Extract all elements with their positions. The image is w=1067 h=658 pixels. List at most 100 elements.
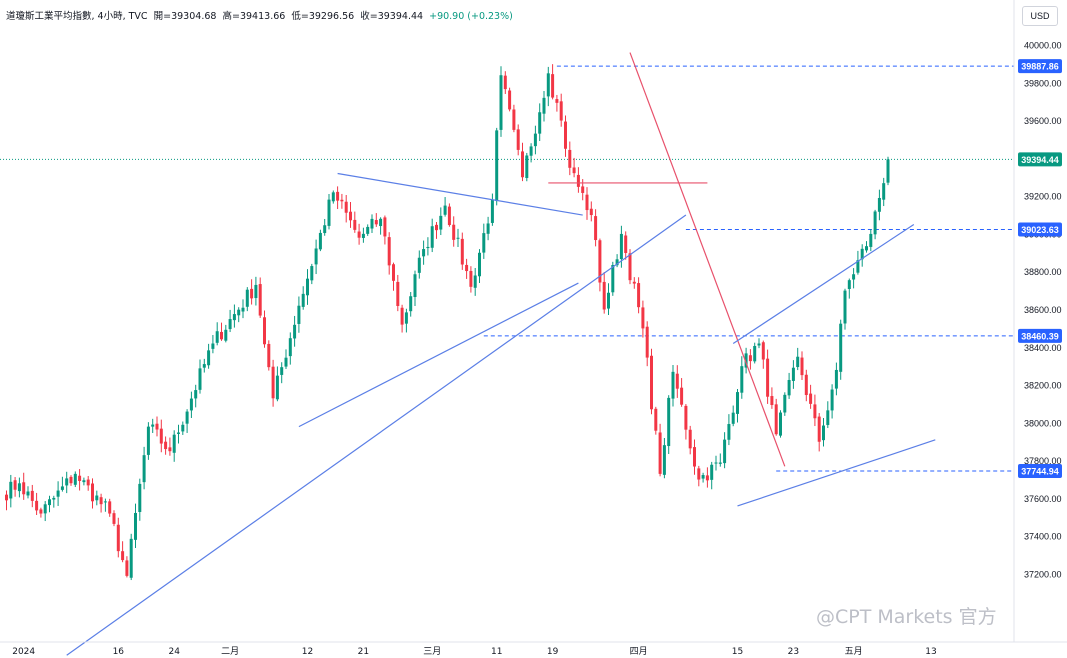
candle-body <box>146 426 150 455</box>
candle-body <box>654 408 658 431</box>
x-tick-label: 12 <box>302 647 313 657</box>
y-tick-label: 39200.00 <box>1024 192 1062 202</box>
currency-button[interactable]: USD <box>1022 6 1058 26</box>
candle-body <box>482 233 486 253</box>
candle-body <box>787 379 791 396</box>
x-tick-label: 二月 <box>221 646 239 657</box>
candle-body <box>628 253 632 281</box>
candle-body <box>757 343 761 346</box>
candle-body <box>189 398 193 411</box>
candle-body <box>882 183 886 200</box>
y-tick-label: 37800.00 <box>1024 456 1062 466</box>
y-tick-label: 38600.00 <box>1024 305 1062 315</box>
candle-body <box>224 329 228 341</box>
trendline <box>298 282 579 428</box>
x-tick-label: 11 <box>491 647 502 657</box>
candle-body <box>568 149 572 168</box>
candle-body <box>5 494 8 501</box>
candle-body <box>121 551 125 561</box>
candle-body <box>817 416 821 442</box>
price-marker-label: 39023.63 <box>1021 225 1059 235</box>
candle-body <box>465 264 469 272</box>
candle-body <box>834 369 838 389</box>
candle-body <box>30 490 34 501</box>
candle-body <box>839 323 843 372</box>
candle-body <box>60 486 64 490</box>
candle-body <box>86 479 90 486</box>
candle-body <box>589 208 593 216</box>
y-tick-label: 38400.00 <box>1024 343 1062 353</box>
candle-body <box>164 441 168 450</box>
candle-body <box>318 232 322 250</box>
candle-body <box>426 246 430 249</box>
candle-body <box>478 252 481 277</box>
x-tick-label: 三月 <box>423 646 441 657</box>
candle-body <box>26 491 30 496</box>
x-tick-label: 四月 <box>630 646 648 657</box>
candle-body <box>198 368 202 390</box>
candle-body <box>452 224 456 240</box>
candle-body <box>400 307 404 325</box>
candle-body <box>800 357 804 376</box>
price-marker-labels: 39887.86 39394.44 39023.63 38460.39 37744.94 <box>1018 59 1062 479</box>
candle-body <box>542 97 546 114</box>
price-marker-badge <box>1018 222 1062 237</box>
candle-body <box>650 355 653 410</box>
candle-body <box>383 217 387 237</box>
candle-body <box>611 265 615 293</box>
candle-body <box>112 513 116 524</box>
candle-body <box>856 260 860 273</box>
candle-body <box>271 366 275 399</box>
candle-body <box>555 99 559 103</box>
y-tick-label: 38000.00 <box>1024 418 1062 428</box>
candle-body <box>607 292 610 309</box>
candle-body <box>138 483 142 512</box>
candle-body <box>637 283 641 308</box>
candle-body <box>172 434 176 453</box>
candle-body <box>258 284 262 316</box>
candle-body <box>48 499 51 506</box>
candle-body <box>624 235 628 254</box>
close-value: 39394.44 <box>377 11 424 22</box>
candle-body <box>551 74 555 98</box>
candle-body <box>306 278 309 296</box>
y-tick-label: 38200.00 <box>1024 381 1062 391</box>
candle-body <box>250 288 254 299</box>
candle-body <box>822 425 825 441</box>
candle-body <box>521 151 524 178</box>
candle-body <box>564 121 567 149</box>
x-tick-label: 15 <box>732 647 743 657</box>
candle-body <box>714 462 718 464</box>
candle-body <box>202 364 206 368</box>
candle-body <box>658 432 662 474</box>
candle-body <box>865 246 868 251</box>
price-marker-label: 37744.94 <box>1021 467 1059 477</box>
candle-body <box>671 371 675 399</box>
candle-body <box>740 366 744 393</box>
candles <box>5 64 890 581</box>
symbol-header: 道瓊斯工業平均指數, 4小時, TVC 開=39304.68 高=39413.6… <box>6 11 513 22</box>
candle-body <box>718 462 722 464</box>
candle-body <box>693 447 696 467</box>
candle-body <box>73 473 77 485</box>
candle-body <box>361 233 365 238</box>
price-marker-badge <box>1018 59 1062 74</box>
price-marker-lines <box>0 65 1014 472</box>
candle-body <box>533 133 537 147</box>
candle-body <box>615 259 619 266</box>
watermark: @CPT Markets 官方 <box>816 606 997 628</box>
candle-body <box>594 216 598 241</box>
candle-body <box>404 312 408 324</box>
candle-body <box>723 439 727 464</box>
candle-body <box>439 215 443 230</box>
candle-body <box>275 375 279 400</box>
candle-body <box>17 483 21 492</box>
candle-body <box>529 146 533 156</box>
candle-body <box>267 343 271 368</box>
candle-body <box>516 129 520 150</box>
candle-body <box>194 390 198 399</box>
candle-body <box>181 424 185 432</box>
candle-body <box>469 270 473 287</box>
